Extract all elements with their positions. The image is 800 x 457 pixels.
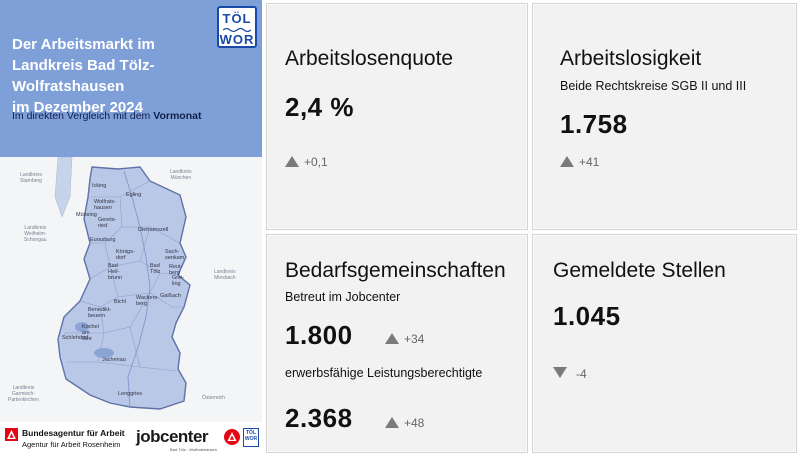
trend-up-icon xyxy=(385,417,399,428)
ba-subname: Agentur für Arbeit Rosenheim xyxy=(22,440,121,449)
town-label: Lenggries xyxy=(118,391,143,397)
card-value: 2,4 % xyxy=(285,92,354,122)
town-label: Jachenau xyxy=(102,357,126,363)
toelwor-mini-logo: TÖL WOR xyxy=(243,428,259,447)
town-label: Bad Heil- brunn xyxy=(108,263,123,281)
mini-logo-line-2: WOR xyxy=(244,436,258,442)
trend-up-icon xyxy=(285,156,299,167)
town-label: Gerets- ried xyxy=(98,217,117,229)
title-line-2: Landkreis Bad Tölz-Wolfratshausen xyxy=(12,57,155,95)
subtitle-prefix: Im direkten Vergleich mit dem xyxy=(12,110,151,122)
town-label: Benedikt- beuern xyxy=(88,307,112,319)
trend-up-icon xyxy=(560,156,574,167)
region-starnberg: Landkreis Starnberg xyxy=(20,172,42,184)
town-label: Reut- berg xyxy=(169,264,183,276)
toelwor-logo: TÖL WOR xyxy=(217,6,257,48)
card-title: Arbeitslosenquote xyxy=(285,47,454,70)
card-subtitle: Beide Rechtskreise SGB II und III xyxy=(560,79,747,93)
card-value: 1.045 xyxy=(553,301,621,331)
card-value: 1.800 xyxy=(285,320,353,350)
card-delta: +34 xyxy=(385,332,424,346)
card-title: Bedarfsgemeinschaften xyxy=(285,259,506,282)
card-subtitle: Betreut im Jobcenter xyxy=(285,290,401,304)
card-arbeitslosigkeit: Arbeitslosigkeit Beide Rechtskreise SGB … xyxy=(532,3,797,230)
town-label: Grei- ling xyxy=(172,275,185,287)
trend-down-icon xyxy=(553,367,567,378)
title-line-3: im Dezember 2024 xyxy=(12,99,143,116)
delta-value: +34 xyxy=(404,332,425,346)
region-muenchen: Landkreis München xyxy=(170,169,192,181)
jobcenter-logo-text: jobcenter xyxy=(136,427,209,446)
town-label: Bad Tölz xyxy=(150,263,161,275)
region-oesterreich: Österreich xyxy=(202,395,226,401)
card-title: Arbeitslosigkeit xyxy=(560,47,702,70)
town-label: Wackers- berg xyxy=(136,295,160,307)
region-miesbach: Landkreis Miesbach xyxy=(214,269,236,281)
town-label: Egling xyxy=(126,192,142,198)
jobcenter-subtitle: Bad Tölz - Wolfratshausen xyxy=(170,447,217,452)
map-graphic xyxy=(54,157,191,410)
card-delta-2: +48 xyxy=(385,416,424,430)
delta-value: -4 xyxy=(576,367,587,381)
card-gemeldete-stellen: Gemeldete Stellen 1.045 -4 xyxy=(532,234,797,453)
town-label: Königs- dorf xyxy=(116,249,135,261)
district-map: Landkreis Starnberg Landkreis München La… xyxy=(0,157,262,422)
town-label: Schlehdorf xyxy=(62,335,89,341)
town-label: Gaißach xyxy=(160,293,181,299)
card-delta: -4 xyxy=(553,367,587,381)
card-title: Gemeldete Stellen xyxy=(553,259,726,282)
card-value: 1.758 xyxy=(560,109,628,139)
card-bedarfsgemeinschaften: Bedarfsgemeinschaften Betreut im Jobcent… xyxy=(266,234,528,453)
town-label: Kochel am See xyxy=(82,324,99,342)
card-delta: +41 xyxy=(560,155,599,169)
town-label: Sach- senkam xyxy=(165,249,185,261)
town-label: Münsing xyxy=(76,212,97,218)
footer-logos: Bundesagentur für Arbeit Agentur für Arb… xyxy=(0,422,262,457)
card-subtitle-2: erwerbsfähige Leistungsberechtigte xyxy=(285,366,483,380)
logo-line-1: TÖL xyxy=(222,11,252,26)
town-label: Wolfrats- hausen xyxy=(94,199,116,211)
region-garmisch: Landkreis Garmisch- Partenkirchen xyxy=(8,385,39,403)
card-delta: +0,1 xyxy=(285,155,328,169)
town-label: Icking xyxy=(92,183,107,189)
header-panel: Der Arbeitsmarkt im Landkreis Bad Tölz-W… xyxy=(0,0,262,157)
wave-icon xyxy=(223,27,251,33)
left-panel: Der Arbeitsmarkt im Landkreis Bad Tölz-W… xyxy=(0,0,262,457)
town-label: Dietramszell xyxy=(138,227,169,233)
town-label: Eurasburg xyxy=(90,237,116,243)
logo-line-2: WOR xyxy=(219,32,255,47)
title-line-1: Der Arbeitsmarkt im xyxy=(12,36,155,53)
card-arbeitslosenquote: Arbeitslosenquote 2,4 % +0,1 xyxy=(266,3,528,230)
delta-value: +41 xyxy=(579,155,600,169)
delta-value: +0,1 xyxy=(304,155,328,169)
page-subtitle: Im direkten Vergleich mit dem Vormonat xyxy=(12,110,201,122)
trend-up-icon xyxy=(385,333,399,344)
bundesagentur-logo-icon xyxy=(5,428,18,441)
page-title: Der Arbeitsmarkt im Landkreis Bad Tölz-W… xyxy=(12,34,252,118)
mini-logo-line-1: TÖL xyxy=(246,430,256,436)
town-label: Bichl xyxy=(114,299,126,305)
card-value-2: 2.368 xyxy=(285,403,353,433)
subtitle-bold: Vormonat xyxy=(153,110,202,122)
ba-name: Bundesagentur für Arbeit xyxy=(22,428,125,438)
delta-value-2: +48 xyxy=(404,416,425,430)
region-weilheim: Landkreis Weilheim- Schongau xyxy=(24,225,47,243)
jobcenter-mark-icon xyxy=(224,429,240,445)
